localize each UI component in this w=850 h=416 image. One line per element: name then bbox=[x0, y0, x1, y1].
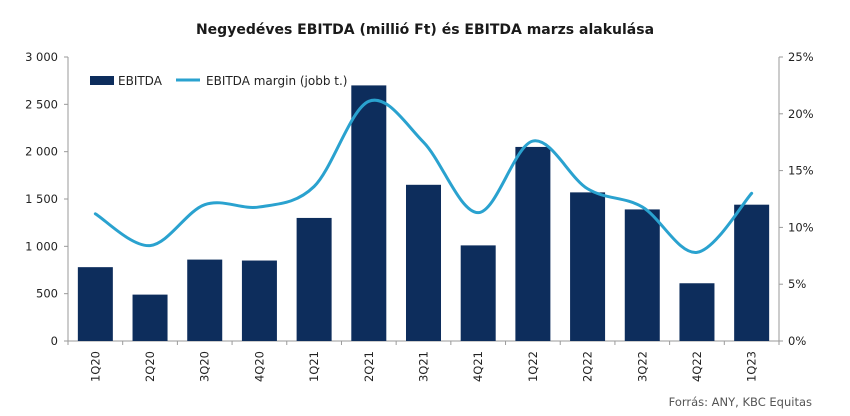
y-right-tick-label: 20% bbox=[788, 107, 814, 121]
y-left-tick-label: 0 bbox=[51, 334, 58, 348]
bar-4q22 bbox=[679, 283, 715, 341]
y-left-tick-label: 1 500 bbox=[25, 192, 58, 206]
bar-3q22 bbox=[624, 209, 660, 341]
x-tick-label: 3Q21 bbox=[417, 351, 431, 382]
bar-1q20 bbox=[77, 267, 113, 341]
legend-swatch-ebitda bbox=[90, 76, 114, 85]
x-tick-label: 2Q20 bbox=[143, 351, 157, 382]
legend-label-ebitda: EBITDA bbox=[118, 74, 163, 88]
x-tick-label: 1Q20 bbox=[88, 351, 102, 382]
bar-1q22 bbox=[515, 146, 551, 341]
y-left-tick-label: 3 000 bbox=[25, 50, 58, 64]
bar-2q21 bbox=[351, 85, 387, 342]
x-tick-label: 2Q21 bbox=[362, 351, 376, 382]
y-right-tick-label: 5% bbox=[788, 277, 806, 291]
x-tick-label: 3Q22 bbox=[635, 351, 649, 382]
x-tick-label: 2Q22 bbox=[581, 351, 595, 382]
bar-series bbox=[77, 85, 770, 342]
line-series bbox=[93, 98, 754, 254]
legend: EBITDA EBITDA margin (jobb t.) bbox=[90, 74, 347, 88]
x-tick-label: 3Q20 bbox=[198, 351, 212, 382]
y-right-tick-label: 0% bbox=[788, 334, 806, 348]
x-tick-label: 1Q23 bbox=[745, 351, 759, 382]
bar-1q21 bbox=[296, 217, 332, 341]
x-tick-label: 4Q21 bbox=[471, 351, 485, 382]
bar-2q22 bbox=[570, 192, 606, 341]
y-left-tick-label: 1 000 bbox=[25, 239, 58, 253]
bar-4q20 bbox=[241, 260, 277, 341]
axes: 0 500 1 000 1 500 2 000 2 500 3 000 0% 5% 10% 15% 2… bbox=[25, 50, 814, 382]
y-left-tick-label: 500 bbox=[36, 287, 58, 301]
y-right-tick-label: 25% bbox=[788, 50, 814, 64]
y-right-tick-label: 10% bbox=[788, 220, 814, 234]
y-right-tick-label: 15% bbox=[788, 164, 814, 178]
legend-label-margin: EBITDA margin (jobb t.) bbox=[206, 74, 347, 88]
bar-3q20 bbox=[187, 259, 223, 341]
x-tick-label: 1Q21 bbox=[307, 351, 321, 382]
bar-3q21 bbox=[405, 184, 442, 341]
bar-1q23 bbox=[734, 204, 770, 341]
x-tick-label: 4Q20 bbox=[252, 351, 266, 382]
chart-title: Negyedéves EBITDA (millió Ft) és EBITDA … bbox=[196, 22, 654, 38]
y-left-tick-label: 2 000 bbox=[25, 145, 58, 159]
bar-2q20 bbox=[132, 294, 168, 341]
bar-4q21 bbox=[460, 245, 496, 341]
x-tick-label: 1Q22 bbox=[526, 351, 540, 382]
y-left-tick-label: 2 500 bbox=[25, 97, 58, 111]
x-tick-label: 4Q22 bbox=[690, 351, 704, 382]
source-note: Forrás: ANY, KBC Equitas bbox=[669, 395, 812, 409]
